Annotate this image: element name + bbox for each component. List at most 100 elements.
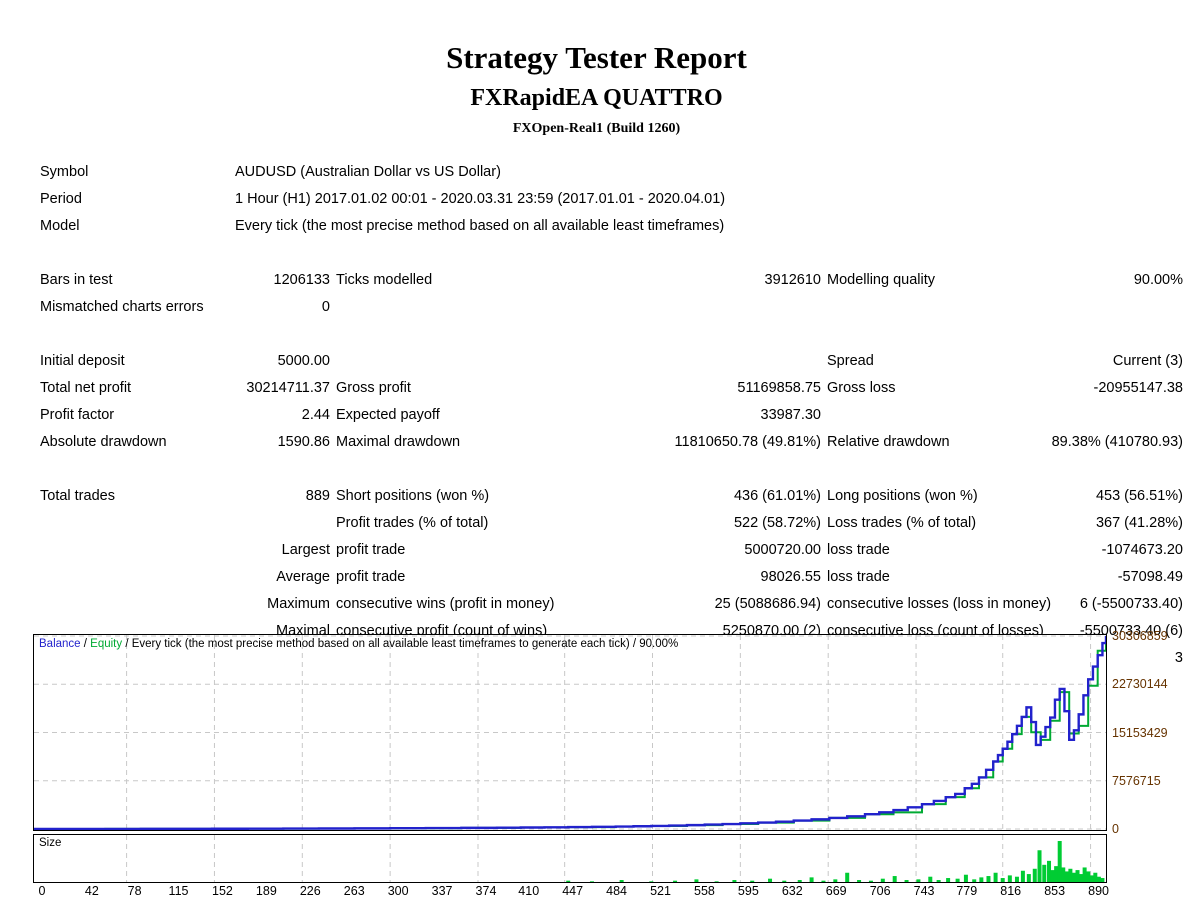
loss-trades-value: 367 (41.28%) xyxy=(1095,514,1183,531)
average-label: Average xyxy=(276,568,330,585)
maximal-drawdown-value: 11810650.78 (49.81%) xyxy=(674,433,821,450)
x-axis-tick: 779 xyxy=(956,884,978,898)
x-axis-tick: 410 xyxy=(518,884,540,898)
largest-loss-trade-value: -1074673.20 xyxy=(1101,541,1183,558)
table-row-initial-deposit: Initial deposit 5000.00 Spread Current (… xyxy=(40,347,1183,374)
initial-deposit-value: 5000.00 xyxy=(277,352,330,369)
size-panel-label: Size xyxy=(39,837,62,849)
initial-deposit-label: Initial deposit xyxy=(40,352,125,369)
spacer-row xyxy=(40,239,1183,266)
x-axis-tick: 115 xyxy=(168,884,189,898)
y-axis-tick: 7576715 xyxy=(1112,773,1161,788)
short-positions-label: Short positions (won %) xyxy=(336,487,490,504)
largest-profit-trade-value: 5000720.00 xyxy=(744,541,821,558)
maximum-label: Maximum xyxy=(267,595,330,612)
equity-chart: Balance / Equity / Every tick (the most … xyxy=(33,634,1107,831)
x-axis-tick: 521 xyxy=(650,884,671,898)
max-consecutive-losses-label: consecutive losses (loss in money) xyxy=(827,595,1052,612)
gross-profit-label: Gross profit xyxy=(336,379,411,396)
mismatched-value: 0 xyxy=(321,298,330,315)
period-label: Period xyxy=(40,190,82,207)
gross-loss-value: -20955147.38 xyxy=(1093,379,1184,396)
max-consecutive-losses-value: 6 (-5500733.40) xyxy=(1079,595,1183,612)
table-row-profit-factor: Profit factor 2.44 Expected payoff 33987… xyxy=(40,401,1183,428)
largest-profit-trade-label: profit trade xyxy=(336,541,406,558)
table-row-total-net-profit: Total net profit 30214711.37 Gross profi… xyxy=(40,374,1183,401)
legend-equity: Equity xyxy=(90,638,123,650)
size-panel: Size xyxy=(33,834,1107,883)
x-axis-tick: 0 xyxy=(38,884,46,898)
gross-loss-label: Gross loss xyxy=(827,379,896,396)
y-axis-tick: 22730144 xyxy=(1112,677,1168,692)
absolute-drawdown-label: Absolute drawdown xyxy=(40,433,167,450)
maximal-drawdown-label: Maximal drawdown xyxy=(336,433,461,450)
x-axis-tick: 300 xyxy=(387,884,409,898)
spacer-row xyxy=(40,455,1183,482)
chart-x-axis: 0 42 78 115 152 189 226 263 300 337 374 410 447 484 52… xyxy=(33,884,1123,904)
y-axis-tick: 0 xyxy=(1112,822,1119,836)
x-axis-tick: 374 xyxy=(475,884,497,898)
average-loss-trade-label: loss trade xyxy=(827,568,890,585)
average-profit-trade-value: 98026.55 xyxy=(760,568,821,585)
max-consecutive-wins-value: 25 (5088686.94) xyxy=(714,595,821,612)
spacer-row xyxy=(40,320,1183,347)
absolute-drawdown-value: 1590.86 xyxy=(277,433,330,450)
y-axis-tick: 15153429 xyxy=(1112,725,1168,740)
total-net-profit-label: Total net profit xyxy=(40,379,132,396)
report-table: Symbol AUDUSD (Australian Dollar vs US D… xyxy=(40,158,1183,671)
table-row-total-trades: Total trades 889 Short positions (won %)… xyxy=(40,482,1183,509)
size-svg xyxy=(126,835,1105,882)
chart-y-axis: 0 7576715 15153429 22730144 30306859 xyxy=(1112,630,1192,839)
x-axis-tick: 890 xyxy=(1088,884,1109,898)
ticks-modelled-label: Ticks modelled xyxy=(336,271,433,288)
relative-drawdown-value: 89.38% (410780.93) xyxy=(1051,433,1183,450)
x-axis-tick: 595 xyxy=(737,884,759,898)
table-row-bars-in-test: Bars in test 1206133 Ticks modelled 3912… xyxy=(40,266,1183,293)
max-consecutive-wins-label: consecutive wins (profit in money) xyxy=(336,595,555,612)
symbol-label: Symbol xyxy=(40,163,89,180)
profit-factor-value: 2.44 xyxy=(301,406,330,423)
table-row-model: Model Every tick (the most precise metho… xyxy=(40,212,1183,239)
profit-trades-label: Profit trades (% of total) xyxy=(336,514,489,531)
x-axis-tick: 706 xyxy=(869,884,891,898)
loss-trades-label: Loss trades (% of total) xyxy=(827,514,977,531)
modelling-quality-label: Modelling quality xyxy=(827,271,936,288)
table-row-symbol: Symbol AUDUSD (Australian Dollar vs US D… xyxy=(40,158,1183,185)
x-axis-tick: 484 xyxy=(606,884,628,898)
x-axis-tick: 669 xyxy=(825,884,847,898)
symbol-value: AUDUSD (Australian Dollar vs US Dollar) xyxy=(235,163,501,180)
bars-in-test-value: 1206133 xyxy=(273,271,330,288)
x-axis-tick: 226 xyxy=(299,884,321,898)
expected-payoff-value: 33987.30 xyxy=(760,406,821,423)
x-axis-tick: 189 xyxy=(255,884,277,898)
model-label: Model xyxy=(40,217,80,234)
avg-consecutive-losses-value: 3 xyxy=(1174,649,1183,666)
modelling-quality-value: 90.00% xyxy=(1133,271,1183,288)
table-row-mismatched: Mismatched charts errors 0 xyxy=(40,293,1183,320)
short-positions-value: 436 (61.01%) xyxy=(733,487,821,504)
page-title: Strategy Tester Report xyxy=(446,40,747,75)
relative-drawdown-label: Relative drawdown xyxy=(827,433,950,450)
spread-value: Current (3) xyxy=(1112,352,1183,369)
gross-profit-value: 51169858.75 xyxy=(737,379,821,396)
report-header: Strategy Tester Report FXRapidEA QUATTRO… xyxy=(0,0,1193,136)
model-value: Every tick (the most precise method base… xyxy=(235,217,725,234)
x-axis-tick: 632 xyxy=(781,884,803,898)
table-row-average: Average profit trade 98026.55 loss trade… xyxy=(40,563,1183,590)
largest-label: Largest xyxy=(281,541,330,558)
x-axis-tick: 853 xyxy=(1044,884,1066,898)
long-positions-label: Long positions (won %) xyxy=(827,487,978,504)
table-row-period: Period 1 Hour (H1) 2017.01.02 00:01 - 20… xyxy=(40,185,1183,212)
legend-description: Every tick (the most precise method base… xyxy=(131,638,679,650)
report-subtitle: FXRapidEA QUATTRO xyxy=(470,85,723,111)
table-row-absolute-drawdown: Absolute drawdown 1590.86 Maximal drawdo… xyxy=(40,428,1183,455)
chart-legend: Balance / Equity / Every tick (the most … xyxy=(39,638,679,650)
y-axis-tick: 30306859 xyxy=(1112,629,1168,643)
expected-payoff-label: Expected payoff xyxy=(336,406,440,423)
profit-factor-label: Profit factor xyxy=(40,406,115,423)
average-loss-trade-value: -57098.49 xyxy=(1117,568,1183,585)
x-axis-tick: 558 xyxy=(693,884,715,898)
table-row-maximum: Maximum consecutive wins (profit in mone… xyxy=(40,590,1183,617)
x-axis-tick: 152 xyxy=(212,884,233,898)
table-row-largest: Largest profit trade 5000720.00 loss tra… xyxy=(40,536,1183,563)
